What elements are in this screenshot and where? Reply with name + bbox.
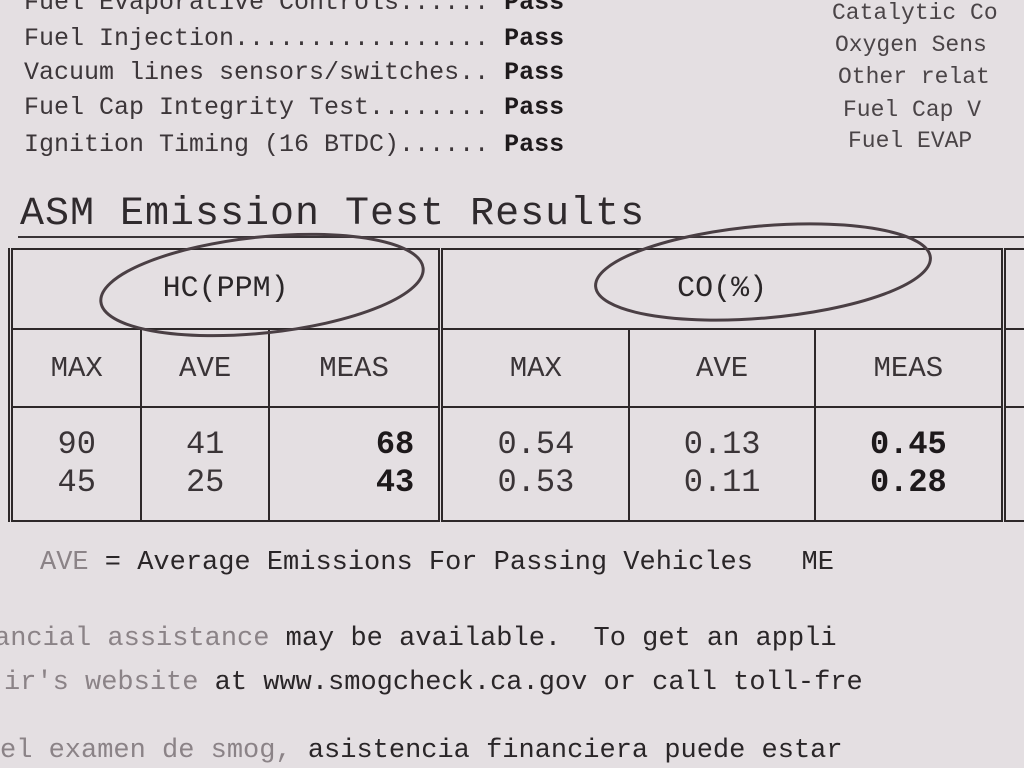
- text: at www.smogcheck.ca.gov or call toll-fre: [198, 668, 863, 698]
- emission-table: HC(PPM) CO(%) MAX AVE MEAS MAX AVE MEAS …: [7, 248, 1024, 522]
- legend-note: AVE = Average Emissions For Passing Vehi…: [40, 548, 834, 578]
- legend-trailing: ME: [801, 548, 834, 578]
- legend-abbr: AVE: [40, 548, 89, 578]
- check-label: Ignition Timing (16 BTDC)......: [24, 130, 490, 159]
- faint-text: ir's website: [4, 668, 199, 698]
- value: 0.53: [497, 464, 575, 501]
- column-header: MAX: [438, 328, 631, 408]
- table-edge: [1001, 328, 1024, 408]
- cell: 68 43: [267, 406, 442, 522]
- check-result: Pass: [504, 93, 565, 122]
- cell: 0.13 0.11: [628, 406, 816, 522]
- value: 90: [57, 426, 96, 463]
- check-row: Vacuum lines sensors/switches.. Pass: [24, 58, 564, 87]
- cell: 0.45 0.28: [813, 406, 1005, 522]
- value: 0.13: [683, 426, 761, 463]
- right-item: Fuel Cap V: [843, 97, 982, 123]
- co-circle: [594, 222, 932, 322]
- value: 45: [57, 464, 96, 501]
- right-item: Other relat: [838, 64, 990, 90]
- check-result: Pass: [504, 0, 565, 17]
- check-result: Pass: [504, 24, 565, 53]
- value: 0.54: [497, 426, 575, 463]
- text: asistencia financiera puede estar: [291, 736, 843, 766]
- right-item: Fuel EVAP: [848, 128, 973, 154]
- value: 68: [375, 426, 415, 463]
- column-header: MEAS: [267, 328, 442, 408]
- check-result: Pass: [504, 130, 565, 159]
- column-header: AVE: [628, 328, 816, 408]
- faint-text: el examen de smog,: [0, 736, 292, 766]
- paragraph-line: el examen de smog, asistencia financiera…: [0, 736, 843, 766]
- column-header: MEAS: [813, 328, 1005, 408]
- legend-text: = Average Emissions For Passing Vehicles: [88, 548, 753, 578]
- right-item: Oxygen Sens: [835, 32, 987, 58]
- value: 25: [185, 464, 225, 501]
- column-header: AVE: [140, 328, 270, 408]
- value: 0.28: [869, 464, 947, 501]
- check-label: Fuel Evaporative Controls......: [24, 0, 490, 17]
- check-row: Fuel Evaporative Controls...... Pass: [24, 0, 564, 17]
- cell: 41 25: [140, 406, 270, 522]
- paragraph-line: ancial assistance may be available. To g…: [0, 624, 837, 654]
- table-edge: [1001, 248, 1024, 330]
- text: may be available. To get an appli: [269, 624, 837, 654]
- hc-circle: [99, 232, 425, 338]
- section-title: ASM Emission Test Results: [20, 192, 646, 237]
- cell: 90 45: [8, 406, 143, 522]
- value: 0.45: [869, 426, 947, 463]
- cell: 0.54 0.53: [438, 406, 631, 522]
- check-row: Ignition Timing (16 BTDC)...... Pass: [24, 130, 564, 159]
- table-edge: [1001, 406, 1024, 522]
- check-result: Pass: [504, 58, 565, 87]
- check-row: Fuel Injection................. Pass: [24, 24, 564, 53]
- group-header-co: CO(%): [438, 248, 1005, 330]
- paragraph-line: ir's website at www.smogcheck.ca.gov or …: [4, 668, 863, 698]
- value: 0.11: [683, 464, 761, 501]
- right-item: Catalytic Co: [832, 0, 998, 26]
- faint-text: ancial assistance: [0, 624, 270, 654]
- group-header-hc: HC(PPM): [7, 248, 442, 330]
- check-label: Fuel Cap Integrity Test........: [24, 93, 490, 122]
- check-label: Vacuum lines sensors/switches..: [24, 58, 490, 87]
- check-label: Fuel Injection.................: [24, 24, 490, 53]
- value: 43: [375, 464, 415, 501]
- title-rule: [18, 236, 1024, 238]
- column-header: MAX: [8, 328, 143, 408]
- value: 41: [185, 426, 225, 463]
- check-row: Fuel Cap Integrity Test........ Pass: [24, 93, 564, 122]
